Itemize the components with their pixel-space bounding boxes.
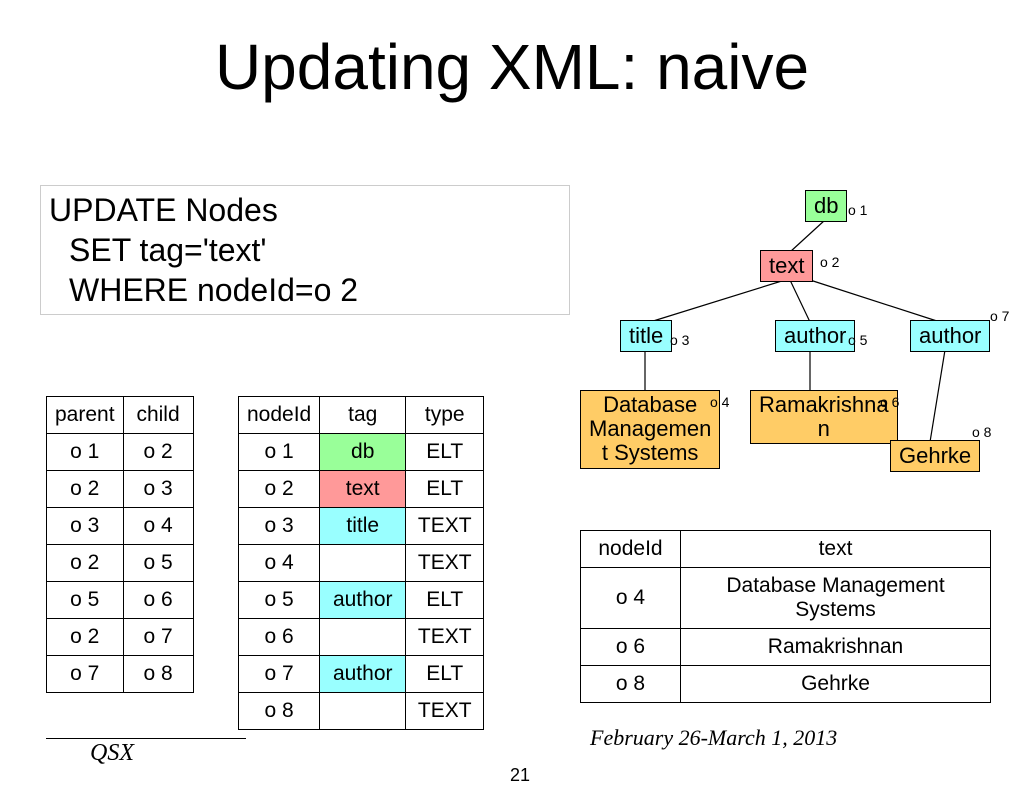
- cell: Ramakrishnan: [681, 629, 991, 666]
- cell: o 2: [123, 434, 193, 471]
- cell: o 7: [239, 656, 320, 693]
- table-row: o 8 TEXT: [239, 693, 484, 730]
- cell: Database Management Systems: [681, 568, 991, 629]
- cell: author: [320, 582, 406, 619]
- cell: Gehrke: [681, 666, 991, 703]
- cell: o 3: [123, 471, 193, 508]
- cell: o 2: [47, 545, 124, 582]
- cell: o 5: [123, 545, 193, 582]
- table-row: o 7o 8: [47, 656, 194, 693]
- cell: o 8: [123, 656, 193, 693]
- cell: TEXT: [406, 508, 484, 545]
- table-header-row: nodeId tag type: [239, 397, 484, 434]
- cell: [320, 693, 406, 730]
- tree-node-id-o1: o 1: [848, 202, 867, 218]
- cell: [320, 619, 406, 656]
- cell: o 8: [239, 693, 320, 730]
- cell: o 2: [239, 471, 320, 508]
- cell: o 6: [581, 629, 681, 666]
- nodes-table: nodeId tag type o 1dbELTo 2textELTo 3tit…: [238, 396, 484, 730]
- table-row: o 2textELT: [239, 471, 484, 508]
- cell: [320, 545, 406, 582]
- cell: ELT: [406, 582, 484, 619]
- tree-node-o5: author: [775, 320, 855, 352]
- tree-node-id-o7: o 7: [990, 308, 1009, 324]
- cell: o 1: [239, 434, 320, 471]
- sql-line-3: WHERE nodeId=o 2: [49, 270, 561, 310]
- footer-rule: [46, 738, 246, 739]
- cell: o 4: [239, 545, 320, 582]
- xml-tree: dbo 1texto 2titleo 3authoro 5authoro 7Da…: [580, 180, 1010, 540]
- cell: o 2: [47, 471, 124, 508]
- table-header-row: parent child: [47, 397, 194, 434]
- tree-node-o6: Ramakrishna n: [750, 390, 898, 444]
- sql-update-box: UPDATE Nodes SET tag='text' WHERE nodeId…: [40, 185, 570, 315]
- cell: o 3: [239, 508, 320, 545]
- table-row: o 7authorELT: [239, 656, 484, 693]
- table-row: o 5authorELT: [239, 582, 484, 619]
- table-row: o 2o 3: [47, 471, 194, 508]
- cell: db: [320, 434, 406, 471]
- sql-line-1: UPDATE Nodes: [49, 190, 561, 230]
- table-row: o 3titleTEXT: [239, 508, 484, 545]
- cell: o 8: [581, 666, 681, 703]
- cell: o 6: [123, 582, 193, 619]
- slide-title: Updating XML: naive: [0, 30, 1024, 104]
- table-row: o 5o 6: [47, 582, 194, 619]
- footer-date: February 26-March 1, 2013: [590, 725, 837, 751]
- sql-line-2: SET tag='text': [49, 230, 561, 270]
- cell: o 7: [123, 619, 193, 656]
- cell: o 5: [239, 582, 320, 619]
- col-type: type: [406, 397, 484, 434]
- cell: o 2: [47, 619, 124, 656]
- col-child: child: [123, 397, 193, 434]
- cell: TEXT: [406, 545, 484, 582]
- cell: o 4: [123, 508, 193, 545]
- table-row: o 4Database Management Systems: [581, 568, 991, 629]
- tree-node-o7: author: [910, 320, 990, 352]
- table-row: o 2o 7: [47, 619, 194, 656]
- cell: TEXT: [406, 619, 484, 656]
- tree-node-id-o6: o 6: [880, 394, 899, 410]
- tree-node-id-o2: o 2: [820, 254, 839, 270]
- col-tag: tag: [320, 397, 406, 434]
- cell: o 3: [47, 508, 124, 545]
- col-nodeid: nodeId: [239, 397, 320, 434]
- table-row: o 1o 2: [47, 434, 194, 471]
- table-row: o 8Gehrke: [581, 666, 991, 703]
- table-row: o 1dbELT: [239, 434, 484, 471]
- cell: ELT: [406, 656, 484, 693]
- cell: ELT: [406, 434, 484, 471]
- footer-left: QSX: [90, 740, 134, 767]
- page-number: 21: [510, 765, 530, 786]
- tree-node-id-o3: o 3: [670, 332, 689, 348]
- cell: title: [320, 508, 406, 545]
- tree-node-o4: Database Managemen t Systems: [580, 390, 720, 469]
- table-row: o 3o 4: [47, 508, 194, 545]
- tree-node-o2: text: [760, 250, 813, 282]
- tree-node-id-o5: o 5: [848, 332, 867, 348]
- cell: author: [320, 656, 406, 693]
- parent-child-table: parent child o 1o 2o 2o 3o 3o 4o 2o 5o 5…: [46, 396, 194, 693]
- table-row: o 6 TEXT: [239, 619, 484, 656]
- cell: text: [320, 471, 406, 508]
- texts-table: nodeId text o 4Database Management Syste…: [580, 530, 991, 703]
- tree-node-o1: db: [805, 190, 847, 222]
- cell: o 5: [47, 582, 124, 619]
- tree-node-id-o8: o 8: [972, 424, 991, 440]
- cell: o 4: [581, 568, 681, 629]
- cell: ELT: [406, 471, 484, 508]
- cell: o 1: [47, 434, 124, 471]
- col-parent: parent: [47, 397, 124, 434]
- table-row: o 4 TEXT: [239, 545, 484, 582]
- tree-node-o3: title: [620, 320, 672, 352]
- cell: o 6: [239, 619, 320, 656]
- cell: TEXT: [406, 693, 484, 730]
- table-row: o 6Ramakrishnan: [581, 629, 991, 666]
- tree-node-id-o4: o 4: [710, 394, 729, 410]
- cell: o 7: [47, 656, 124, 693]
- tree-node-o8: Gehrke: [890, 440, 980, 472]
- tree-edges: [580, 180, 1010, 540]
- table-row: o 2o 5: [47, 545, 194, 582]
